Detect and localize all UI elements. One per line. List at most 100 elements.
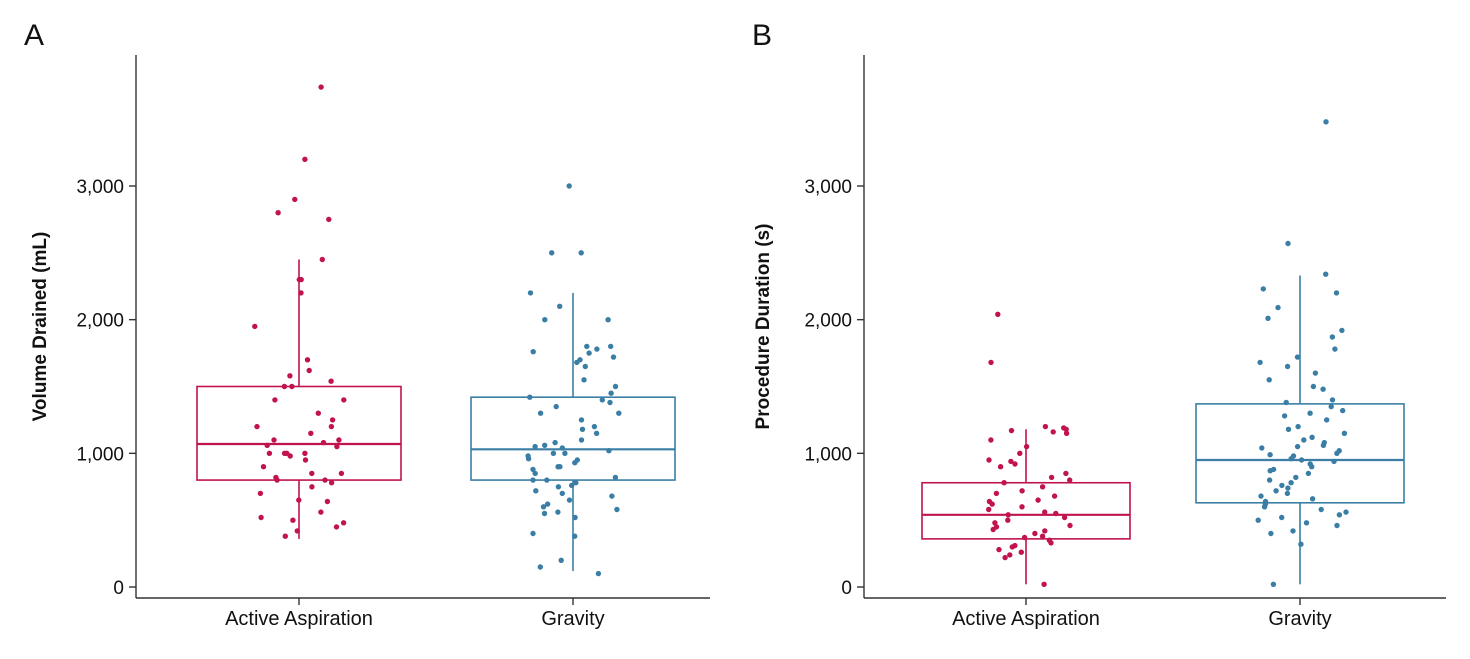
y-tick-label: 1,000	[804, 444, 852, 465]
data-point	[566, 497, 573, 503]
data-point	[1303, 520, 1310, 526]
data-point	[252, 323, 258, 330]
data-point	[553, 403, 559, 410]
data-point	[1288, 480, 1294, 486]
y-tick-label: 2,000	[804, 311, 852, 332]
data-point	[584, 343, 590, 350]
data-point	[1320, 386, 1326, 392]
data-point	[1257, 359, 1263, 366]
data-point	[1259, 445, 1265, 451]
data-point	[1018, 549, 1024, 555]
data-point	[324, 498, 331, 505]
data-point	[1339, 327, 1345, 334]
data-point	[1061, 514, 1068, 521]
data-point	[322, 477, 328, 483]
data-point	[610, 354, 617, 360]
data-point	[1258, 493, 1264, 499]
data-point	[541, 510, 548, 517]
data-point	[574, 359, 580, 366]
data-point	[1019, 504, 1025, 510]
data-point	[1008, 458, 1014, 465]
data-point	[1329, 397, 1336, 403]
data-point	[281, 383, 288, 390]
data-point	[612, 474, 619, 481]
data-point	[1294, 354, 1301, 360]
data-point	[527, 394, 533, 400]
y-tick-label: 3,000	[804, 177, 852, 198]
data-point	[1050, 429, 1056, 435]
data-point	[1039, 533, 1046, 539]
data-point	[530, 477, 536, 483]
data-point	[609, 493, 615, 499]
data-point	[992, 520, 998, 526]
data-point	[1042, 509, 1048, 515]
x-tick-label: Active Aspiration	[225, 608, 373, 630]
data-point	[612, 383, 619, 390]
data-point	[1283, 399, 1289, 406]
data-point	[294, 528, 300, 534]
data-point	[607, 399, 613, 406]
data-point	[572, 460, 578, 466]
box-gravity	[470, 396, 676, 481]
y-axis-title: Volume Drained (mL)	[30, 232, 51, 422]
data-point	[544, 477, 550, 483]
data-point	[986, 506, 992, 513]
data-point	[1320, 442, 1327, 448]
data-point	[525, 456, 532, 462]
data-point	[1334, 522, 1340, 529]
y-axis-title: Procedure Duration (s)	[753, 224, 774, 430]
data-point	[555, 509, 561, 515]
data-point	[1005, 517, 1011, 523]
data-point	[586, 350, 592, 356]
data-point	[341, 397, 347, 403]
data-point	[555, 464, 561, 470]
data-point	[1293, 474, 1299, 481]
data-point	[1275, 304, 1281, 311]
data-point	[1268, 530, 1274, 537]
data-point	[530, 466, 536, 473]
data-point	[988, 437, 994, 443]
data-point	[1067, 477, 1073, 483]
data-point	[605, 317, 611, 323]
data-point	[1295, 423, 1301, 430]
x-tick-label: Gravity	[1268, 608, 1331, 630]
data-point	[578, 417, 585, 423]
data-point	[537, 410, 544, 416]
data-point	[274, 477, 280, 483]
data-point	[533, 488, 539, 494]
data-point	[1009, 544, 1015, 550]
data-point	[1042, 423, 1049, 430]
data-point	[1039, 484, 1046, 490]
data-point	[989, 501, 995, 507]
data-point	[1332, 346, 1338, 352]
data-point	[266, 450, 273, 456]
data-point	[318, 84, 324, 90]
data-point	[1012, 461, 1018, 467]
data-point	[1063, 426, 1069, 432]
data-point	[271, 437, 277, 443]
data-point	[595, 570, 602, 577]
data-point	[573, 480, 579, 486]
box-active-aspiration	[196, 385, 402, 481]
data-point	[258, 514, 264, 521]
data-point	[275, 210, 281, 216]
data-point	[614, 506, 620, 513]
data-point	[1284, 363, 1291, 370]
data-point	[328, 423, 335, 430]
data-point	[540, 504, 547, 510]
data-point	[287, 453, 293, 459]
data-point	[1305, 470, 1312, 477]
data-point	[328, 480, 335, 486]
data-point	[1063, 470, 1069, 477]
data-point	[616, 410, 622, 416]
y-tick-label: 3,000	[76, 177, 124, 198]
data-point	[993, 490, 1000, 497]
data-point	[569, 482, 575, 489]
data-point	[319, 256, 325, 263]
data-point	[1329, 334, 1336, 340]
data-point	[1323, 271, 1329, 277]
data-point	[572, 514, 578, 521]
data-point	[272, 397, 278, 403]
data-point	[532, 443, 538, 450]
